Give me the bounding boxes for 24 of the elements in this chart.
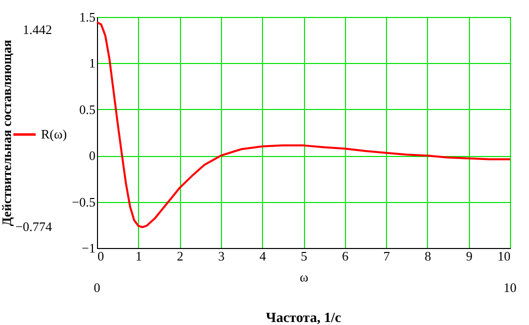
text: 10 <box>504 280 516 295</box>
y-tick-label: 1 <box>89 56 96 71</box>
y-tick-label: 0.5 <box>79 102 96 117</box>
x-tick-label: 3 <box>218 248 225 264</box>
x-tick-label: 5 <box>300 248 308 264</box>
line-series <box>96 21 511 228</box>
text: −0.774 <box>15 219 52 234</box>
text: 1.442 <box>22 22 52 37</box>
x-axis-title: ω <box>300 270 309 284</box>
x-tick-label: 4 <box>259 248 266 264</box>
x-tick-label: 9 <box>466 248 472 264</box>
y-tick-label: −0.5 <box>72 194 96 210</box>
x-tick-label: 10 <box>498 248 510 264</box>
legend-label: R(ω) <box>41 126 67 142</box>
y-tick-label: 0 <box>89 148 96 164</box>
y-tick-label: −1 <box>82 240 96 256</box>
y-axis-title: Действительная составляющая <box>0 40 14 226</box>
x-tick-label: 7 <box>383 248 390 264</box>
x-tick-label: 6 <box>342 248 350 264</box>
y-tick-label: 1.5 <box>79 10 96 24</box>
x-tick-label: 1 <box>136 248 142 264</box>
text: Частота, 1/с <box>266 311 342 325</box>
x-tick-label: 8 <box>424 248 432 264</box>
x-tick-label: 2 <box>176 248 184 264</box>
